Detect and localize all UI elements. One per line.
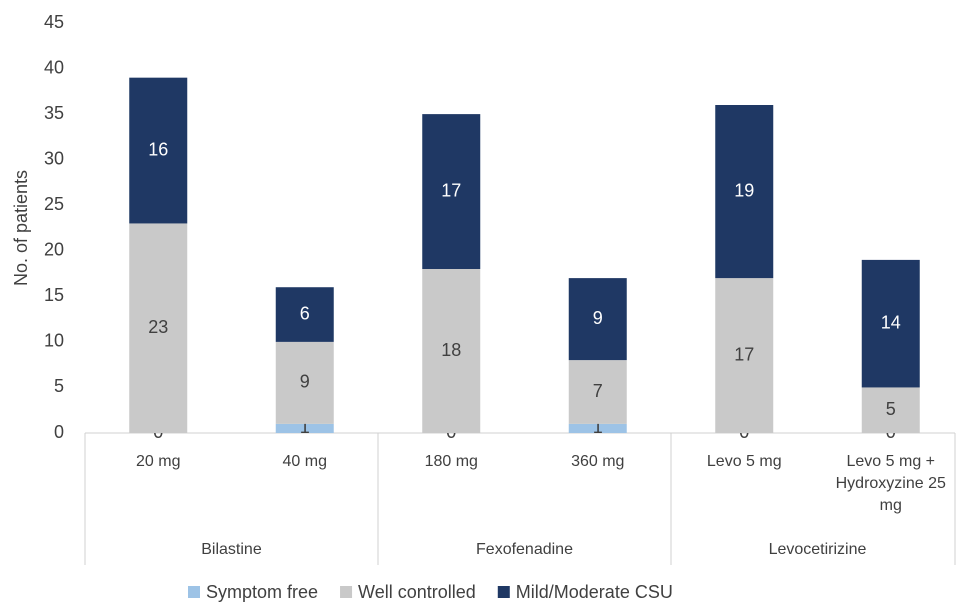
- group-label: Fexofenadine: [476, 541, 573, 558]
- x-tick-label: 360 mg: [571, 453, 625, 470]
- y-tick-label: 35: [44, 103, 64, 123]
- data-label: 1: [593, 417, 603, 437]
- x-tick-label: 40 mg: [282, 453, 327, 470]
- bar-segment: [275, 423, 334, 433]
- x-tick-label: Levo 5 mg: [706, 453, 782, 470]
- y-tick-label: 30: [44, 148, 64, 168]
- y-tick-label: 25: [44, 194, 64, 214]
- data-label: 14: [881, 312, 901, 332]
- legend-label: Mild/Moderate CSU: [516, 582, 673, 602]
- x-tick-label: Levo 5 mg + Hydroxyzine 25 mg: [835, 453, 946, 514]
- data-label: 16: [148, 139, 168, 159]
- bar-segment: [275, 341, 334, 424]
- bar-segment: [715, 105, 774, 279]
- group-label: Bilastine: [201, 541, 262, 558]
- bar-segment: [715, 278, 774, 433]
- bar-segment: [422, 269, 481, 433]
- bar-segment: [568, 360, 627, 424]
- bar-segment: [861, 387, 920, 433]
- bar-segment: [129, 77, 188, 224]
- data-label: 9: [593, 308, 603, 328]
- data-label: 23: [148, 317, 168, 337]
- data-label: 1: [300, 417, 310, 437]
- legend-swatch: [340, 586, 353, 598]
- legend-label: Symptom free: [206, 582, 318, 602]
- bar-segment: [568, 278, 627, 361]
- y-tick-label: 15: [44, 285, 64, 305]
- data-label: 9: [300, 372, 310, 392]
- legend-swatch: [497, 586, 510, 598]
- legend-label: Well controlled: [358, 582, 476, 602]
- y-tick-label: 20: [44, 240, 64, 260]
- bar-segment: [275, 287, 334, 342]
- bar-segment: [861, 259, 920, 388]
- y-tick-label: 40: [44, 57, 64, 77]
- y-tick-label: 5: [54, 376, 64, 396]
- bar-segment: [129, 223, 188, 433]
- data-label: 19: [734, 180, 754, 200]
- bar-segment: [568, 423, 627, 433]
- x-tick-label: 180 mg: [424, 453, 478, 470]
- y-tick-label: 0: [54, 422, 64, 442]
- legend-swatch: [188, 586, 200, 598]
- y-tick-label: 45: [44, 12, 64, 32]
- group-label: Levocetirizine: [769, 541, 867, 558]
- y-tick-label: 10: [44, 331, 64, 351]
- data-label: 7: [593, 381, 603, 401]
- data-label: 17: [734, 344, 754, 364]
- data-label: 18: [441, 340, 461, 360]
- data-label: 6: [300, 303, 310, 323]
- data-label: 17: [441, 180, 461, 200]
- data-label: 5: [886, 399, 896, 419]
- x-tick-label: 20 mg: [136, 453, 181, 470]
- y-axis-label: No. of patients: [11, 170, 31, 286]
- bar-segment: [422, 114, 481, 269]
